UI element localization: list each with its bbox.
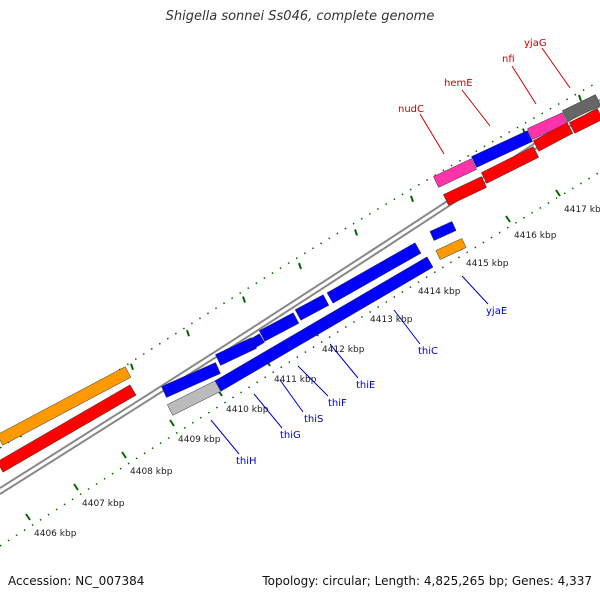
scale-tick-label: 4417 kbp bbox=[564, 205, 600, 215]
gene-bar-blue bbox=[326, 242, 422, 304]
gene-bar-blue bbox=[471, 130, 533, 168]
outer-scale-tick bbox=[130, 363, 134, 371]
genome-summary: Topology: circular; Length: 4,825,265 bp… bbox=[262, 574, 592, 588]
map-title: Shigella sonnei Ss046, complete genome bbox=[165, 9, 435, 24]
gene-bar-red bbox=[480, 146, 540, 184]
gene-label: nfi bbox=[502, 54, 515, 65]
gene-bar-blue bbox=[258, 312, 300, 342]
gene-leader-line bbox=[419, 113, 445, 155]
inner-scale-tick bbox=[73, 483, 79, 491]
gene-label: thiH bbox=[236, 456, 257, 467]
gene-label: thiE bbox=[356, 380, 375, 391]
gene-label: yjaG bbox=[524, 38, 547, 49]
gene-bar-red bbox=[443, 176, 487, 206]
gene-leader-line bbox=[541, 47, 571, 89]
gene-bar-blue bbox=[161, 362, 221, 398]
gene-bar-orange bbox=[0, 366, 132, 446]
gene-leader-line bbox=[461, 275, 489, 305]
gene-bar-blue bbox=[214, 256, 434, 392]
scale-tick-label: 4414 kbp bbox=[418, 287, 461, 297]
inner-scale-tick bbox=[555, 189, 561, 197]
gene-label: thiS bbox=[304, 414, 323, 425]
gene-leader-line bbox=[461, 89, 491, 127]
gene-leader-line bbox=[253, 393, 283, 429]
gene-label: thiF bbox=[328, 398, 347, 409]
gene-bar-orange bbox=[435, 238, 467, 260]
scale-tick-label: 4413 kbp bbox=[370, 315, 413, 325]
gene-bar-blue bbox=[215, 337, 257, 366]
outer-scale-tick bbox=[354, 229, 358, 236]
gene-bar-red bbox=[568, 108, 600, 134]
outer-scale-tick bbox=[578, 94, 582, 102]
gene-bar-red bbox=[0, 384, 137, 473]
gene-label: hemE bbox=[444, 78, 473, 89]
gene-bar-red bbox=[532, 122, 574, 152]
gene-leader-line bbox=[297, 365, 329, 397]
scale-tick-label: 4406 kbp bbox=[34, 529, 77, 539]
scale-tick-label: 4416 kbp bbox=[514, 231, 557, 241]
gene-leader-line bbox=[511, 65, 537, 105]
inner-scale-dots bbox=[0, 171, 600, 547]
gene-label: thiG bbox=[280, 430, 301, 441]
gene-bar-pink bbox=[433, 158, 477, 188]
gene-bar-blue bbox=[429, 221, 457, 241]
scale-tick-label: 4407 kbp bbox=[82, 499, 125, 509]
inner-scale-tick bbox=[169, 419, 175, 427]
outer-scale-tick bbox=[298, 262, 302, 270]
inner-scale-tick bbox=[505, 215, 511, 223]
gene-bar-blue bbox=[249, 333, 265, 349]
gene-label: yjaE bbox=[486, 306, 507, 317]
outer-scale-tick bbox=[410, 195, 414, 203]
gene-label: nudC bbox=[398, 104, 424, 115]
scale-tick-label: 4412 kbp bbox=[322, 345, 365, 355]
accession-label: Accession: NC_007384 bbox=[8, 574, 145, 588]
gene-bar-gray bbox=[562, 94, 600, 122]
gene-leader-line bbox=[329, 343, 359, 379]
scale-tick-label: 4408 kbp bbox=[130, 467, 173, 477]
scale-tick-label: 4409 kbp bbox=[178, 435, 221, 445]
outer-scale-tick bbox=[186, 329, 190, 337]
scale-tick-label: 4411 kbp bbox=[274, 375, 317, 385]
gene-leader-line bbox=[279, 379, 304, 413]
scale-tick-label: 4410 kbp bbox=[226, 405, 269, 415]
gene-leader-line bbox=[393, 309, 421, 345]
gene-bar-blue bbox=[294, 294, 330, 321]
outer-scale-tick bbox=[242, 296, 246, 303]
scale-tick-label: 4415 kbp bbox=[466, 259, 509, 269]
gene-leader-line bbox=[210, 419, 240, 455]
gene-label: thiC bbox=[418, 346, 438, 357]
inner-scale-tick bbox=[25, 513, 31, 521]
inner-scale-tick bbox=[121, 451, 127, 459]
